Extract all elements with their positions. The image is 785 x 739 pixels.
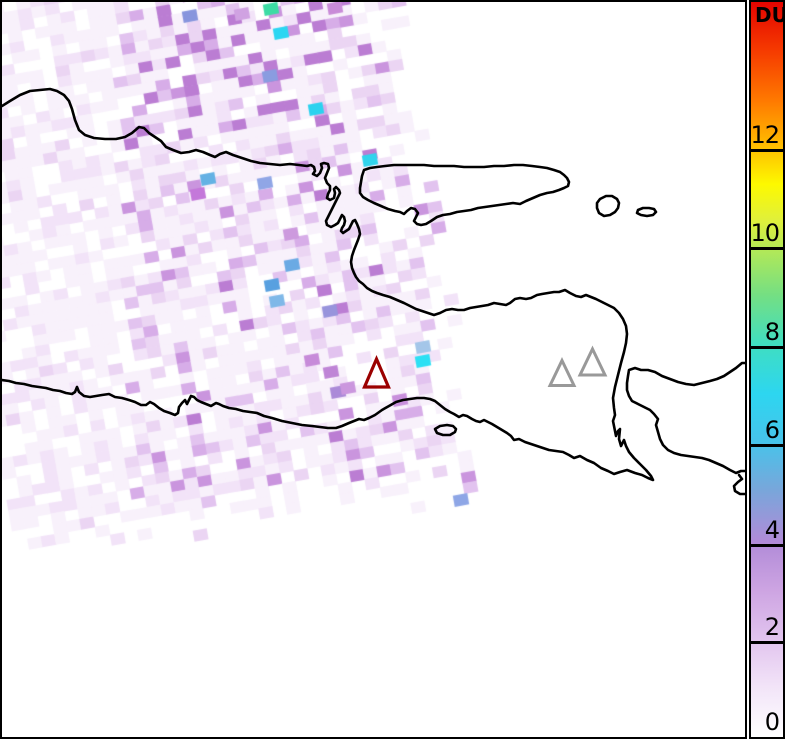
coastline-path: [595, 194, 621, 218]
coastline-path: [635, 206, 658, 218]
coastline-path: [358, 163, 571, 227]
volcano-marker-alert: [362, 354, 391, 389]
volcano-marker: [547, 357, 577, 387]
colorbar-tick-label: 0: [764, 708, 780, 736]
coastline-path: [732, 473, 745, 496]
coastline-path: [433, 423, 458, 437]
colorbar-tick-label: 8: [764, 318, 780, 346]
colorbar-tick-label: 2: [764, 613, 780, 641]
volcano-marker: [577, 345, 608, 377]
map-area: [0, 0, 747, 739]
colorbar-tick-label: 12: [750, 121, 780, 149]
coastlines-and-markers: [2, 87, 745, 496]
coastline-path: [2, 87, 655, 482]
colorbar-tick-label: 10: [750, 219, 780, 247]
colorbar-tick-label: 4: [764, 516, 780, 544]
colorbar-gradient: [751, 2, 783, 737]
colorbar-tick: [751, 641, 783, 644]
colorbar: DU 12 10 8 6 4 2 0: [749, 0, 785, 739]
colorbar-tick: [751, 544, 783, 547]
colorbar-tick-label: 6: [764, 416, 780, 444]
colorbar-tick: [751, 346, 783, 349]
coastline-path: [625, 361, 745, 475]
colorbar-tick: [751, 247, 783, 250]
colorbar-tick: [751, 444, 783, 447]
colorbar-tick: [751, 149, 783, 152]
colorbar-unit-label: DU: [755, 3, 785, 27]
